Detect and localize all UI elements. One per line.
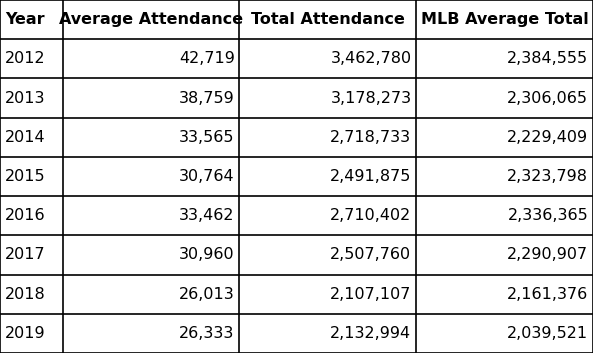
- Text: MLB Average Total: MLB Average Total: [420, 12, 588, 27]
- Text: Total Attendance: Total Attendance: [251, 12, 405, 27]
- Text: 2,718,733: 2,718,733: [330, 130, 412, 145]
- Text: 33,462: 33,462: [179, 208, 235, 223]
- Text: 26,333: 26,333: [179, 326, 235, 341]
- Text: 3,178,273: 3,178,273: [330, 91, 412, 106]
- Text: 2,491,875: 2,491,875: [330, 169, 412, 184]
- Text: 2013: 2013: [5, 91, 45, 106]
- Text: 38,759: 38,759: [179, 91, 235, 106]
- Text: 2,306,065: 2,306,065: [507, 91, 588, 106]
- Text: 26,013: 26,013: [179, 287, 235, 302]
- Text: 2,507,760: 2,507,760: [330, 247, 412, 262]
- Text: 2,323,798: 2,323,798: [507, 169, 588, 184]
- Text: 2,384,555: 2,384,555: [507, 51, 588, 66]
- Text: 2,107,107: 2,107,107: [330, 287, 412, 302]
- Text: 2016: 2016: [5, 208, 46, 223]
- Text: 2,710,402: 2,710,402: [330, 208, 412, 223]
- Text: 2012: 2012: [5, 51, 46, 66]
- Text: 2019: 2019: [5, 326, 46, 341]
- Text: 2018: 2018: [5, 287, 46, 302]
- Text: 2,161,376: 2,161,376: [507, 287, 588, 302]
- Text: 2015: 2015: [5, 169, 46, 184]
- Text: 30,960: 30,960: [179, 247, 235, 262]
- Text: 2017: 2017: [5, 247, 46, 262]
- Text: Year: Year: [5, 12, 44, 27]
- Text: 33,565: 33,565: [179, 130, 235, 145]
- Text: 2,290,907: 2,290,907: [507, 247, 588, 262]
- Text: 2,039,521: 2,039,521: [507, 326, 588, 341]
- Text: 42,719: 42,719: [179, 51, 235, 66]
- Text: 2,336,365: 2,336,365: [508, 208, 588, 223]
- Text: 30,764: 30,764: [179, 169, 235, 184]
- Text: 2014: 2014: [5, 130, 46, 145]
- Text: 3,462,780: 3,462,780: [330, 51, 412, 66]
- Text: 2,132,994: 2,132,994: [330, 326, 412, 341]
- Text: 2,229,409: 2,229,409: [507, 130, 588, 145]
- Text: Average Attendance: Average Attendance: [59, 12, 243, 27]
